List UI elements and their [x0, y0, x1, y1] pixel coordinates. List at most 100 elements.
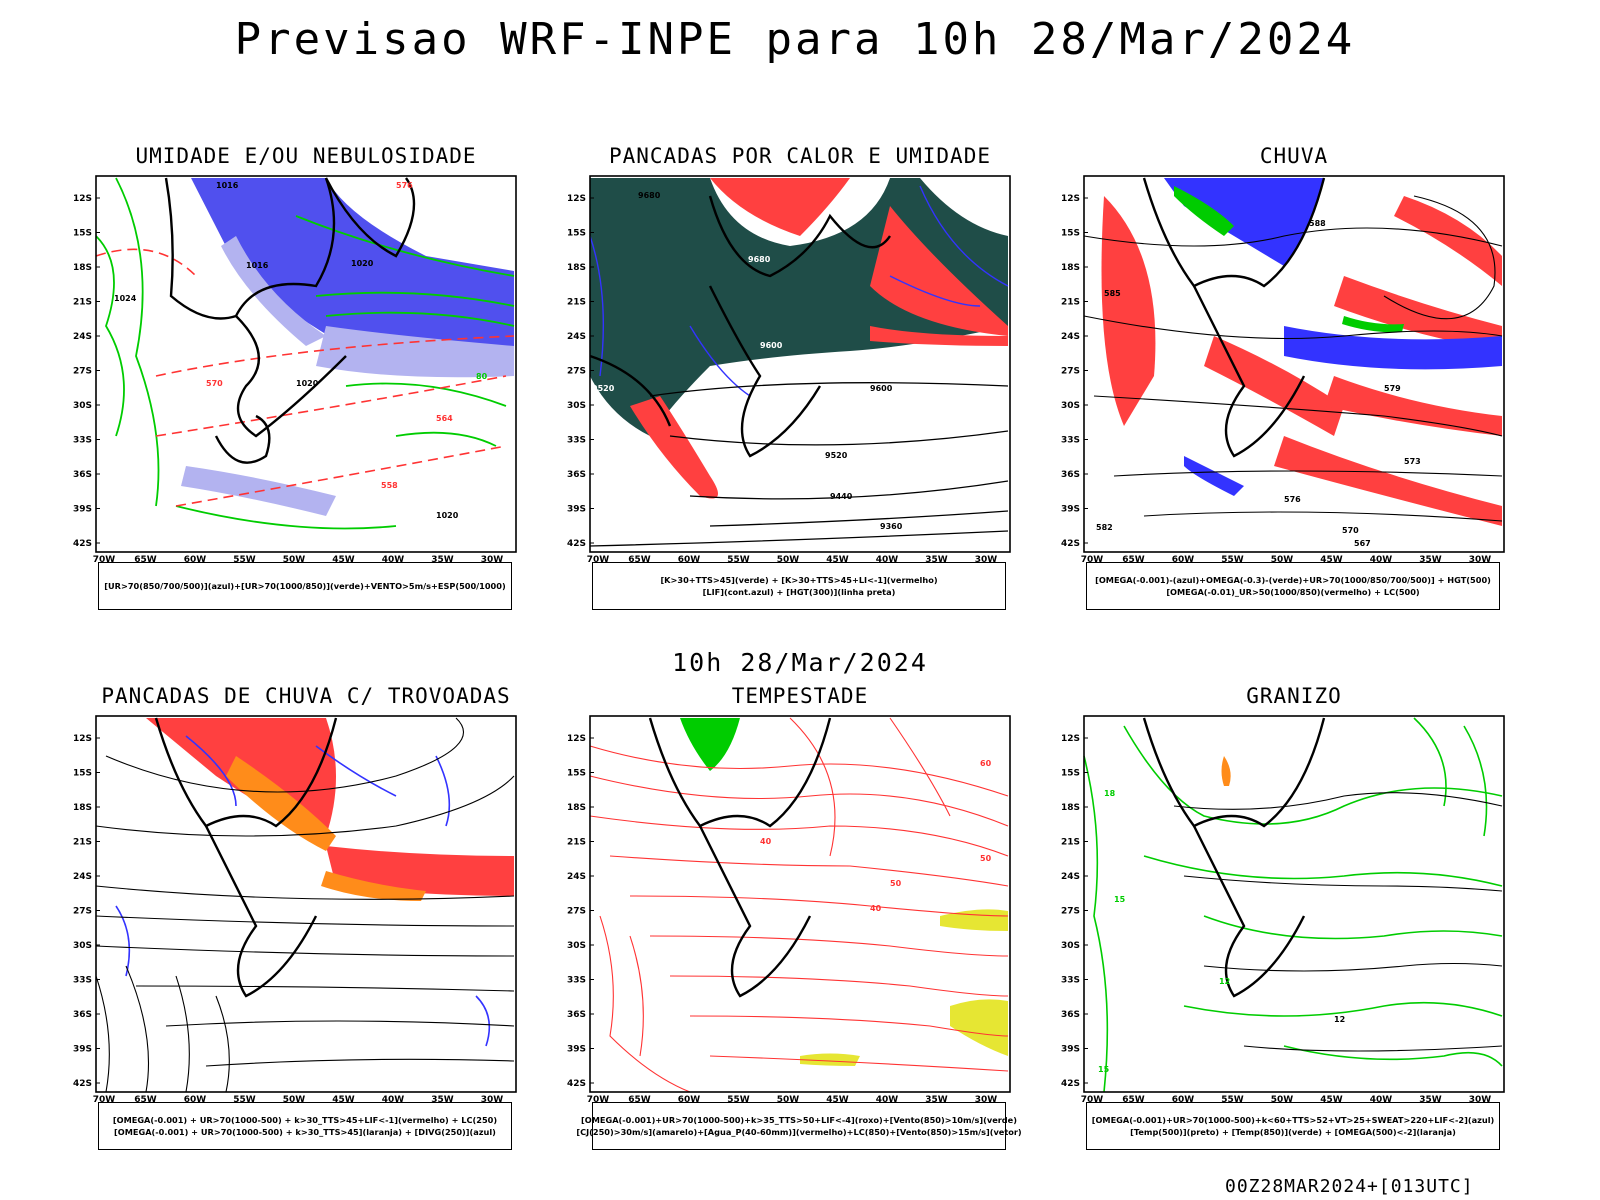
map-umidade: 1016 1020 1024 576 570 564 558 80 1016 1… — [73, 175, 517, 565]
contour-label: 582 — [1096, 523, 1113, 532]
contour-label: 12 — [1219, 977, 1230, 986]
lon-tick-label: 40W — [382, 1095, 405, 1105]
lon-tick-label: 35W — [925, 1095, 948, 1105]
lat-tick-label: 15S — [567, 769, 586, 779]
lon-tick-label: 40W — [1370, 555, 1393, 565]
map-granizo: 12 15 18 12 15 12S 15S 18S 21S 24S 27S 30S 33S 3… — [1061, 715, 1505, 1105]
contour-label: 18 — [1104, 789, 1116, 798]
lat-tick-label: 12S — [1061, 734, 1080, 744]
contour-label: 50 — [980, 854, 992, 863]
lon-tick-label: 30W — [481, 555, 504, 565]
lon-tick-label: 40W — [382, 555, 405, 565]
lon-tick-label: 35W — [1419, 1095, 1442, 1105]
mid-title: 10h 28/Mar/2024 — [672, 648, 928, 677]
lat-tick-label: 15S — [73, 229, 92, 239]
lon-tick-label: 40W — [876, 555, 899, 565]
panel-granizo: GRANIZO 12 15 18 12 15 12S 15S 18S 21S 24S 27… — [1061, 684, 1505, 1150]
panel-legend: [OMEGA(-0.001) + UR>70(1000-500) + k>30_… — [98, 1102, 512, 1150]
lon-tick-label: 45W — [1320, 1095, 1343, 1105]
lat-tick-label: 27S — [1061, 907, 1080, 917]
lon-tick-label: 50W — [777, 555, 800, 565]
panel-legend: [K>30+TTS>45](verde) + [K>30+TTS>45+LI<-… — [592, 562, 1006, 610]
contour-label: 576 — [396, 181, 413, 190]
contour-label: 15 — [1098, 1065, 1110, 1074]
lat-tick-label: 15S — [1061, 769, 1080, 779]
panel-trovoadas: PANCADAS DE CHUVA C/ TROVOADAS 12S 15S 18S… — [73, 684, 517, 1150]
panel-title: PANCADAS POR CALOR E UMIDADE — [608, 144, 991, 168]
contour-label: 1016 — [246, 261, 269, 270]
lat-tick-label: 21S — [1061, 298, 1080, 308]
map-pancadas-calor: 9680 9600 9520 9440 9360 9600 9680 9520 … — [567, 175, 1011, 565]
lat-tick-label: 24S — [73, 872, 92, 882]
lon-tick-label: 50W — [283, 1095, 306, 1105]
lat-tick-label: 36S — [73, 470, 92, 480]
lon-tick-label: 55W — [1221, 1095, 1244, 1105]
lat-tick-label: 18S — [73, 263, 92, 273]
lat-tick-label: 12S — [1061, 194, 1080, 204]
lon-tick-label: 60W — [678, 555, 701, 565]
lat-tick-label: 15S — [73, 769, 92, 779]
lat-tick-label: 24S — [1061, 872, 1080, 882]
panel-chuva: CHUVA 588 585 — [1061, 144, 1505, 610]
lon-tick-label: 30W — [1469, 555, 1492, 565]
lat-tick-label: 36S — [73, 1010, 92, 1020]
lat-tick-label: 27S — [73, 907, 92, 917]
lat-tick-label: 21S — [567, 298, 586, 308]
lat-tick-label: 33S — [567, 976, 586, 986]
contour-label: 40 — [760, 837, 772, 846]
lat-tick-label: 18S — [73, 803, 92, 813]
lon-tick-label: 70W — [93, 555, 116, 565]
lon-tick-label: 60W — [184, 555, 207, 565]
lat-tick-label: 30S — [567, 401, 586, 411]
contour-label: 60 — [980, 759, 992, 768]
lon-tick-label: 65W — [628, 1095, 651, 1105]
lon-tick-label: 35W — [431, 1095, 454, 1105]
lat-tick-label: 36S — [567, 470, 586, 480]
lat-tick-label: 42S — [1061, 1079, 1080, 1089]
lon-tick-label: 50W — [1271, 555, 1294, 565]
lon-tick-label: 50W — [283, 555, 306, 565]
contour-label: 15 — [1114, 895, 1126, 904]
lon-tick-label: 45W — [826, 555, 849, 565]
lat-tick-label: 36S — [1061, 1010, 1080, 1020]
lat-tick-label: 39S — [567, 505, 586, 515]
lon-tick-label: 60W — [1172, 1095, 1195, 1105]
lat-tick-label: 30S — [1061, 401, 1080, 411]
lat-tick-label: 39S — [567, 1045, 586, 1055]
lon-tick-label: 45W — [826, 1095, 849, 1105]
lat-tick-label: 42S — [1061, 539, 1080, 549]
contour-label: 1020 — [351, 259, 374, 268]
panel-legend: [OMEGA(-0.001)+UR>70(1000-500)+k<60+TTS>… — [1086, 1102, 1500, 1150]
lat-tick-label: 12S — [567, 734, 586, 744]
lon-tick-label: 50W — [1271, 1095, 1294, 1105]
lat-tick-label: 12S — [567, 194, 586, 204]
lat-tick-label: 33S — [73, 976, 92, 986]
contour-label: 570 — [1342, 526, 1359, 535]
contour-label: 576 — [1284, 495, 1301, 504]
lon-tick-label: 45W — [332, 1095, 355, 1105]
lat-tick-label: 21S — [73, 838, 92, 848]
lon-tick-label: 55W — [727, 1095, 750, 1105]
lat-tick-label: 33S — [567, 436, 586, 446]
lon-tick-label: 65W — [1122, 1095, 1145, 1105]
lat-tick-label: 21S — [73, 298, 92, 308]
lat-tick-label: 18S — [1061, 803, 1080, 813]
panel-title: UMIDADE E/OU NEBULOSIDADE — [135, 144, 477, 168]
contour-label: 9520 — [825, 451, 848, 460]
contour-label: 9680 — [748, 255, 771, 264]
contour-label: 1016 — [216, 181, 239, 190]
lon-tick-label: 30W — [975, 1095, 998, 1105]
lat-tick-label: 27S — [567, 907, 586, 917]
contour-label: 567 — [1354, 539, 1371, 548]
lat-tick-label: 39S — [73, 1045, 92, 1055]
lat-tick-label: 21S — [567, 838, 586, 848]
lon-tick-label: 40W — [1370, 1095, 1393, 1105]
lon-tick-label: 60W — [184, 1095, 207, 1105]
panel-pancadas-calor: PANCADAS POR CALOR E UMIDADE 9680 9600 9… — [567, 144, 1011, 610]
contour-label: 9360 — [880, 522, 903, 531]
contour-label: 588 — [1309, 219, 1326, 228]
lat-tick-label: 12S — [73, 194, 92, 204]
lon-tick-label: 55W — [233, 555, 256, 565]
contour-label: 9520 — [592, 384, 615, 393]
